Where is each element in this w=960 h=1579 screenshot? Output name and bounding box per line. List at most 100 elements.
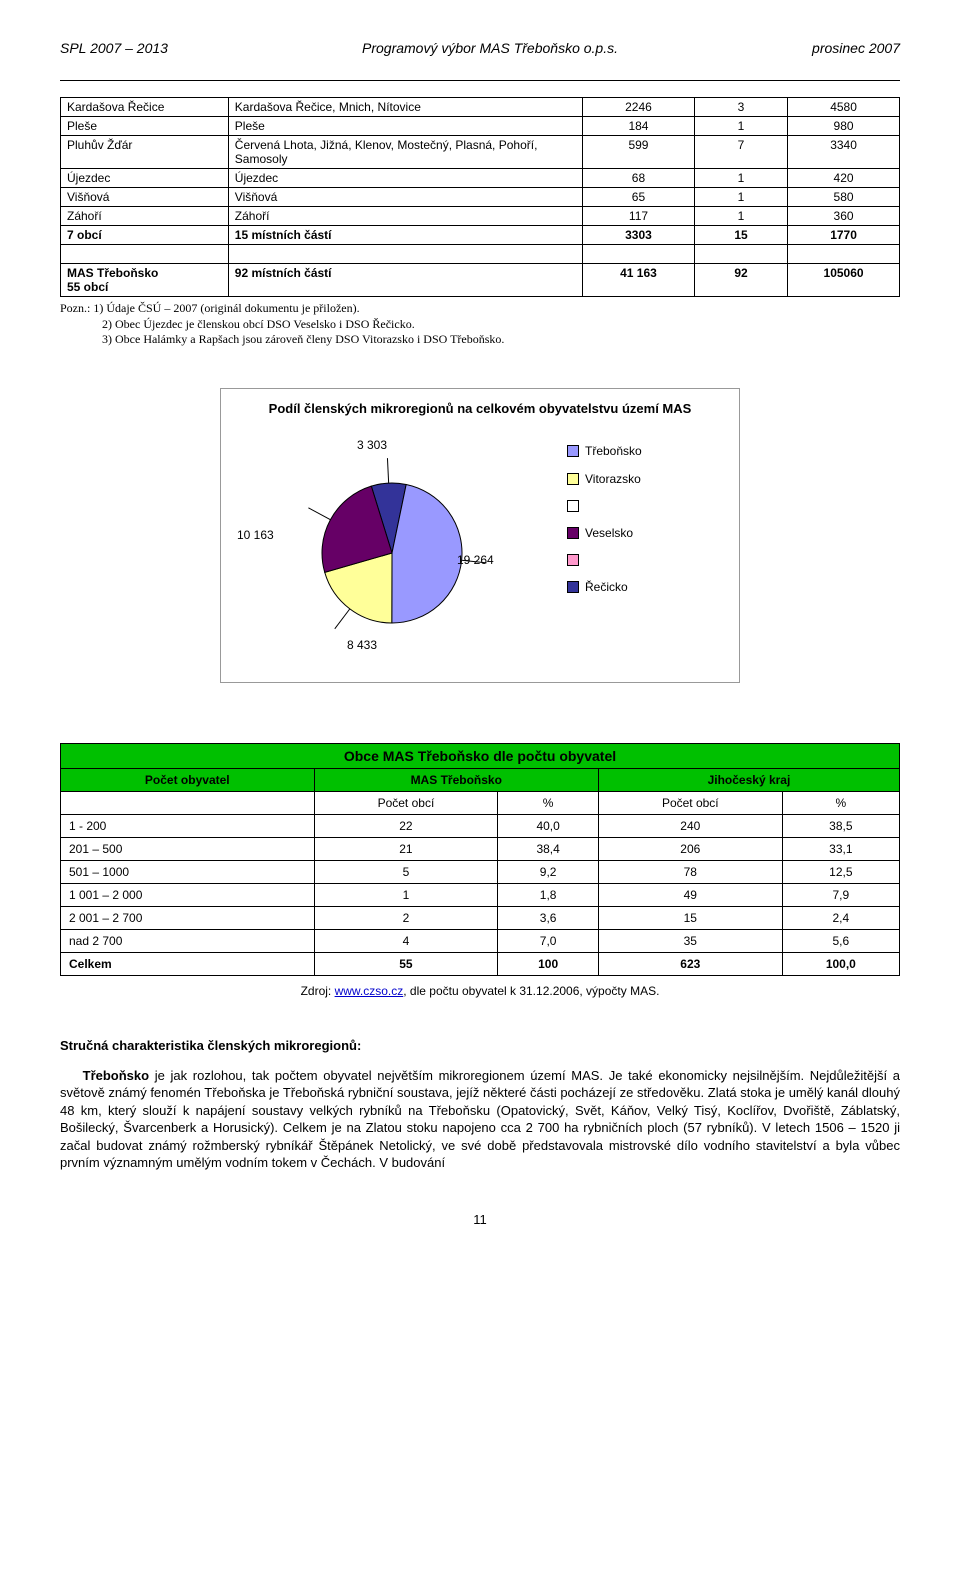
municipality-table: Kardašova ŘečiceKardašova Řečice, Mnich,…: [60, 97, 900, 297]
table-cell: 22: [314, 814, 498, 837]
legend-label: Veselsko: [585, 526, 633, 540]
header-rule: [60, 80, 900, 81]
table-cell: 2246: [583, 98, 695, 117]
note-1: Pozn.: 1) Údaje ČSÚ – 2007 (originál dok…: [60, 301, 900, 317]
table-row: PlešePleše1841980: [61, 117, 900, 136]
table-cell: [583, 245, 695, 264]
table-cell: 1: [694, 188, 787, 207]
table-cell: 2: [314, 906, 498, 929]
table-cell: 41 163: [583, 264, 695, 297]
table-cell: 1,8: [498, 883, 599, 906]
table-cell: 201 – 500: [61, 837, 315, 860]
table-row: 501 – 100059,27812,5: [61, 860, 900, 883]
table-cell: 206: [598, 837, 782, 860]
legend-label: Třeboňsko: [585, 444, 642, 458]
table-cell: 7 obcí: [61, 226, 229, 245]
legend-swatch: [567, 581, 579, 593]
table-cell: 49: [598, 883, 782, 906]
table-row: 1 001 – 2 00011,8497,9: [61, 883, 900, 906]
legend-label: Vitorazsko: [585, 472, 641, 486]
table2-col2: MAS Třeboňsko: [314, 768, 598, 791]
table-row: VišňováVišňová651580: [61, 188, 900, 207]
table-cell: [228, 245, 582, 264]
table-cell: 7,9: [782, 883, 899, 906]
table-cell: 5: [314, 860, 498, 883]
legend-item: [567, 500, 642, 512]
pie-chart: 3 30319 2648 43310 163: [237, 438, 537, 658]
table-row: 7 obcí15 místních částí3303151770: [61, 226, 900, 245]
legend-item: Vitorazsko: [567, 472, 642, 486]
table-cell: 580: [788, 188, 900, 207]
table2-title: Obce MAS Třeboňsko dle počtu obyvatel: [61, 743, 900, 768]
table-cell: 3303: [583, 226, 695, 245]
table-cell: Záhoří: [61, 207, 229, 226]
table-cell: 240: [598, 814, 782, 837]
table-cell: 7,0: [498, 929, 599, 952]
table-cell: 4580: [788, 98, 900, 117]
table-row: nad 2 70047,0355,6: [61, 929, 900, 952]
table-cell: Višňová: [228, 188, 582, 207]
table-cell: Újezdec: [61, 169, 229, 188]
table-cell: 1: [694, 207, 787, 226]
table-cell: 3,6: [498, 906, 599, 929]
table-row: 2 001 – 2 70023,6152,4: [61, 906, 900, 929]
table-cell: Pleše: [61, 117, 229, 136]
table-cell: 15 místních částí: [228, 226, 582, 245]
table-cell: 15: [694, 226, 787, 245]
body-paragraph: Třeboňsko je jak rozlohou, tak počtem ob…: [60, 1067, 900, 1172]
table2-sub4: %: [782, 791, 899, 814]
table-cell: 1 001 – 2 000: [61, 883, 315, 906]
table-row: 1 - 2002240,024038,5: [61, 814, 900, 837]
table-cell: 65: [583, 188, 695, 207]
table-cell: Červená Lhota, Jižná, Klenov, Mostečný, …: [228, 136, 582, 169]
table-notes: Pozn.: 1) Údaje ČSÚ – 2007 (originál dok…: [60, 301, 900, 348]
table-cell: Záhoří: [228, 207, 582, 226]
pie-label: 10 163: [237, 528, 274, 542]
table-cell: MAS Třeboňsko55 obcí: [61, 264, 229, 297]
source-link[interactable]: www.czso.cz: [335, 984, 404, 998]
pie-slice: [392, 484, 462, 623]
table-cell: 15: [598, 906, 782, 929]
table-cell: 92: [694, 264, 787, 297]
table-cell: 3340: [788, 136, 900, 169]
table-cell: Kardašova Řečice: [61, 98, 229, 117]
pie-label: 3 303: [357, 438, 387, 452]
table-cell: 117: [583, 207, 695, 226]
chart-legend: Třeboňsko Vitorazsko Veselsko Řečicko: [567, 438, 642, 594]
header-left: SPL 2007 – 2013: [60, 40, 168, 56]
table-cell: 980: [788, 117, 900, 136]
table-cell: 92 místních částí: [228, 264, 582, 297]
table-cell: 360: [788, 207, 900, 226]
table-cell: 4: [314, 929, 498, 952]
table-cell: 40,0: [498, 814, 599, 837]
table-cell: 3: [694, 98, 787, 117]
legend-item: [567, 554, 642, 566]
table2-col1: Počet obyvatel: [61, 768, 315, 791]
table-cell: 100: [498, 952, 599, 975]
legend-label: Řečicko: [585, 580, 628, 594]
pie-label: 19 264: [457, 553, 494, 567]
table-cell: 105060: [788, 264, 900, 297]
table-cell: 1770: [788, 226, 900, 245]
table-cell: 623: [598, 952, 782, 975]
table-cell: [694, 245, 787, 264]
table-cell: 1: [694, 169, 787, 188]
legend-swatch: [567, 473, 579, 485]
table-cell: 38,5: [782, 814, 899, 837]
table-row: ZáhoříZáhoří1171360: [61, 207, 900, 226]
table-cell: 55: [314, 952, 498, 975]
table-cell: 78: [598, 860, 782, 883]
table2-col3: Jihočeský kraj: [598, 768, 899, 791]
table-cell: 1: [694, 117, 787, 136]
table-cell: 38,4: [498, 837, 599, 860]
table-cell: Celkem: [61, 952, 315, 975]
table-cell: 1: [314, 883, 498, 906]
note-3: 3) Obce Halámky a Rapšach jsou zároveň č…: [60, 332, 900, 348]
pie-chart-container: Podíl členských mikroregionů na celkovém…: [220, 388, 740, 683]
table-cell: 12,5: [782, 860, 899, 883]
table-row: ÚjezdecÚjezdec681420: [61, 169, 900, 188]
table-cell: 420: [788, 169, 900, 188]
legend-item: Veselsko: [567, 526, 642, 540]
table-cell: Újezdec: [228, 169, 582, 188]
table2-sub3: Počet obcí: [598, 791, 782, 814]
